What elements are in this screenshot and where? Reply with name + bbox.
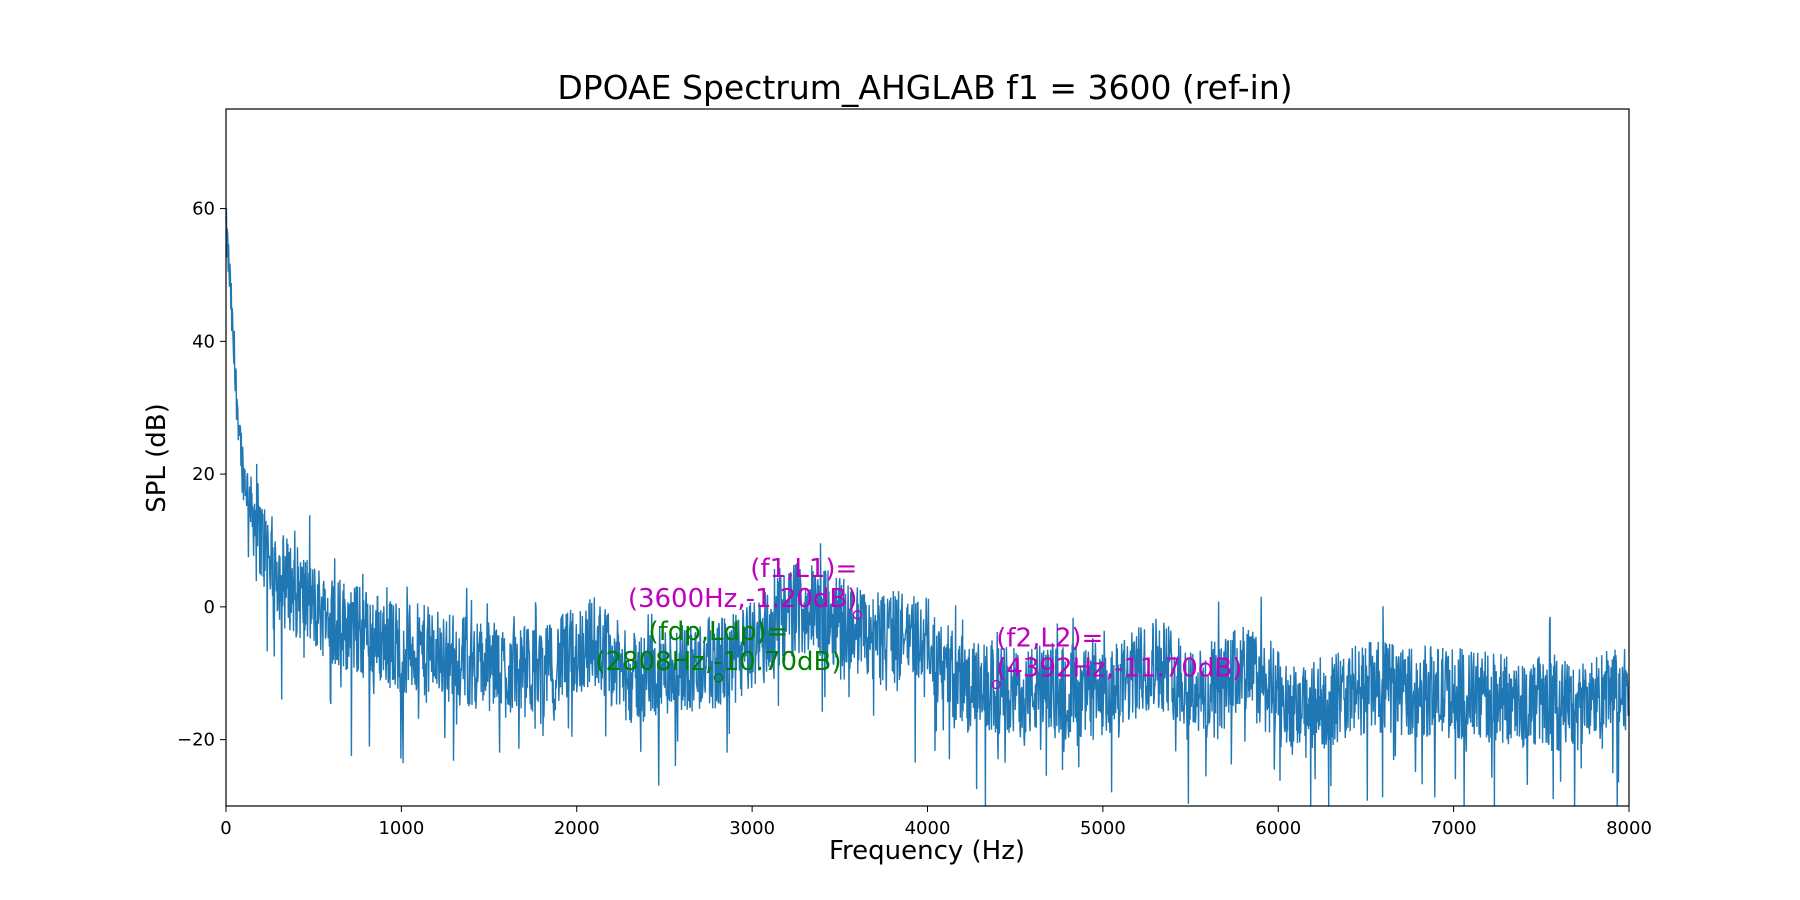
annotation-f2-label: (f2,L2)= (996, 624, 1103, 654)
y-tick-label: 0 (204, 597, 215, 618)
y-tick-label: −20 (177, 730, 215, 751)
annotation-layer: (f1,L1)=(3600Hz,-1.20dB)(fdp,Ldp)=(2808H… (595, 554, 1242, 690)
spectrum-series-line (225, 207, 1630, 807)
x-tick-label: 2000 (554, 818, 600, 839)
y-tick-label: 20 (192, 464, 215, 485)
marker-fdp (713, 673, 724, 683)
y-tick-label: 40 (192, 331, 215, 352)
annotation-fdp-label: (fdp,Ldp)= (648, 617, 788, 647)
x-tick-label: 4000 (905, 818, 951, 839)
x-tick-label: 7000 (1431, 818, 1477, 839)
y-axis-label: SPL (dB) (142, 403, 172, 513)
x-axis-label: Frequency (Hz) (829, 836, 1025, 866)
y-tick-label: 60 (192, 199, 215, 220)
annotation-fdp-value: (2808Hz,-10.70dB) (595, 647, 841, 677)
x-axis: 0 1000 2000 3000 4000 5000 6000 7000 8000 (220, 806, 1652, 839)
x-tick-label: 0 (220, 818, 231, 839)
x-tick-label: 8000 (1606, 818, 1652, 839)
marker-f1 (852, 610, 863, 620)
x-tick-label: 3000 (729, 818, 775, 839)
chart-title: DPOAE Spectrum_AHGLAB f1 = 3600 (ref-in) (557, 68, 1292, 107)
x-tick-label: 6000 (1255, 818, 1301, 839)
x-tick-label: 5000 (1080, 818, 1126, 839)
plot-area (225, 207, 1630, 807)
annotation-f1-value: (3600Hz,-1.20dB) (628, 584, 858, 614)
x-tick-label: 1000 (378, 818, 424, 839)
annotation-f2-value: (4392Hz,-11.70dB) (996, 654, 1242, 684)
y-axis: −20 0 20 40 60 (177, 199, 226, 751)
annotation-f1-label: (f1,L1)= (750, 554, 857, 584)
marker-f2 (991, 679, 1001, 690)
